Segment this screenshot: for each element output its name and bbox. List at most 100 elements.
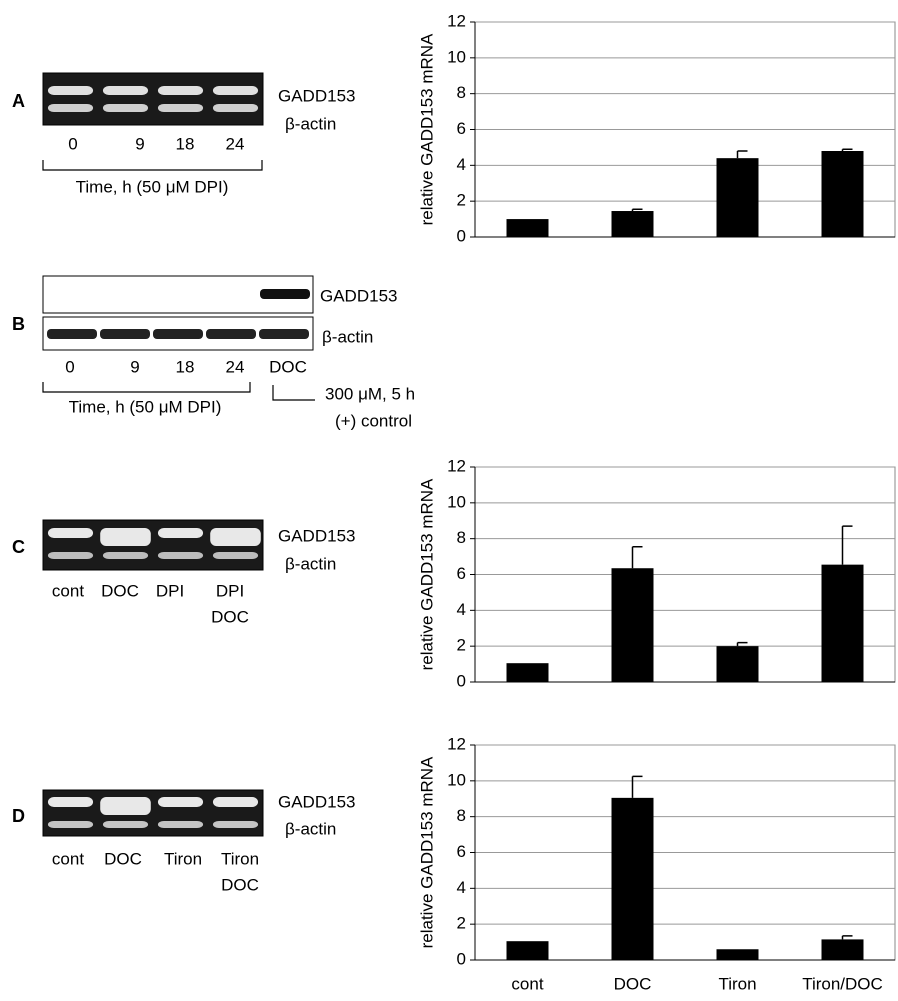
y-tick-label: 10 xyxy=(447,47,466,66)
gel-band xyxy=(212,86,259,95)
gel-band xyxy=(212,552,259,559)
gel-band xyxy=(47,797,94,807)
gel-band xyxy=(157,528,204,538)
band-label: GADD153 xyxy=(278,526,355,545)
error-bar xyxy=(841,148,853,151)
blot-band xyxy=(259,329,309,339)
gel-band xyxy=(157,552,204,559)
band-label: GADD153 xyxy=(320,286,397,305)
y-tick-label: 0 xyxy=(457,949,466,968)
lane-label: Tiron xyxy=(221,849,259,868)
gel-band xyxy=(157,821,204,828)
note: 300 μM, 5 h xyxy=(325,384,415,403)
lane-label: 18 xyxy=(176,134,195,153)
y-tick-label: 2 xyxy=(457,636,466,655)
bar xyxy=(611,797,654,960)
bracket xyxy=(42,382,251,393)
y-tick-label: 4 xyxy=(457,600,466,619)
lane-label: DOC xyxy=(269,357,307,376)
blot-band xyxy=(47,329,97,339)
x-tick-label: Tiron xyxy=(718,974,756,993)
blot-band xyxy=(260,289,310,299)
bar xyxy=(506,663,549,682)
bar xyxy=(821,151,864,237)
lane-label: 24 xyxy=(226,134,245,153)
lane-label: 0 xyxy=(68,134,77,153)
lane-label: 0 xyxy=(65,357,74,376)
y-tick-label: 10 xyxy=(447,770,466,789)
caption: Time, h (50 μM DPI) xyxy=(69,397,222,416)
error-bar xyxy=(631,545,643,569)
bar xyxy=(716,158,759,237)
gel-band xyxy=(212,104,259,112)
bar xyxy=(506,219,549,237)
bar xyxy=(611,568,654,682)
blot-band xyxy=(100,329,150,339)
y-tick-label: 12 xyxy=(447,11,466,30)
gel-band xyxy=(157,797,204,807)
gel-band xyxy=(100,797,151,815)
band-label: β-actin xyxy=(285,819,336,838)
panel-letter: C xyxy=(12,537,25,557)
gel-band xyxy=(47,821,94,828)
note: (+) control xyxy=(335,411,412,430)
gel-band xyxy=(102,86,149,95)
gel-band xyxy=(157,104,204,112)
gel-band xyxy=(212,821,259,828)
blot-band xyxy=(153,329,203,339)
y-tick-label: 8 xyxy=(457,83,466,102)
y-axis-label: relative GADD153 mRNA xyxy=(417,756,436,948)
y-tick-label: 8 xyxy=(457,528,466,547)
y-axis-label: relative GADD153 mRNA xyxy=(417,33,436,225)
y-tick-label: 2 xyxy=(457,914,466,933)
gel-band xyxy=(212,797,259,807)
x-tick-label: DOC xyxy=(614,974,652,993)
band-label: GADD153 xyxy=(278,792,355,811)
band-label: β-actin xyxy=(285,114,336,133)
note-bracket xyxy=(272,385,315,401)
error-bar xyxy=(631,208,643,212)
bar xyxy=(821,939,864,960)
blot-band xyxy=(206,329,256,339)
y-tick-label: 4 xyxy=(457,878,466,897)
x-tick-label: Tiron/DOC xyxy=(802,974,883,993)
y-tick-label: 8 xyxy=(457,806,466,825)
bracket xyxy=(42,160,263,171)
x-tick-label: cont xyxy=(511,974,543,993)
error-bar xyxy=(631,775,643,798)
gel-band xyxy=(100,528,151,546)
gel-band xyxy=(47,528,94,538)
lane-label: DOC xyxy=(101,581,139,600)
y-axis-label: relative GADD153 mRNA xyxy=(417,478,436,670)
panel-letter: B xyxy=(12,314,25,334)
panel-letter: A xyxy=(12,91,25,111)
lane-label: DOC xyxy=(211,607,249,626)
lane-label: DOC xyxy=(221,875,259,894)
y-tick-label: 6 xyxy=(457,842,466,861)
y-tick-label: 12 xyxy=(447,734,466,753)
y-tick-label: 6 xyxy=(457,564,466,583)
bar xyxy=(821,564,864,682)
error-bar xyxy=(736,150,748,159)
lane-label: 9 xyxy=(135,134,144,153)
gel-band xyxy=(102,104,149,112)
y-tick-label: 10 xyxy=(447,492,466,511)
gel-band xyxy=(47,104,94,112)
bar xyxy=(716,949,759,960)
panel-letter: D xyxy=(12,806,25,826)
gel-band xyxy=(102,552,149,559)
lane-label: DOC xyxy=(104,849,142,868)
y-tick-label: 2 xyxy=(457,191,466,210)
gel-band xyxy=(210,528,261,546)
y-tick-label: 4 xyxy=(457,155,466,174)
lane-label: 24 xyxy=(226,357,245,376)
lane-label: cont xyxy=(52,849,84,868)
y-tick-label: 0 xyxy=(457,226,466,245)
band-label: GADD153 xyxy=(278,86,355,105)
gel-band xyxy=(47,86,94,95)
band-label: β-actin xyxy=(285,554,336,573)
error-bar xyxy=(841,525,853,565)
y-tick-label: 6 xyxy=(457,119,466,138)
gel-band xyxy=(47,552,94,559)
